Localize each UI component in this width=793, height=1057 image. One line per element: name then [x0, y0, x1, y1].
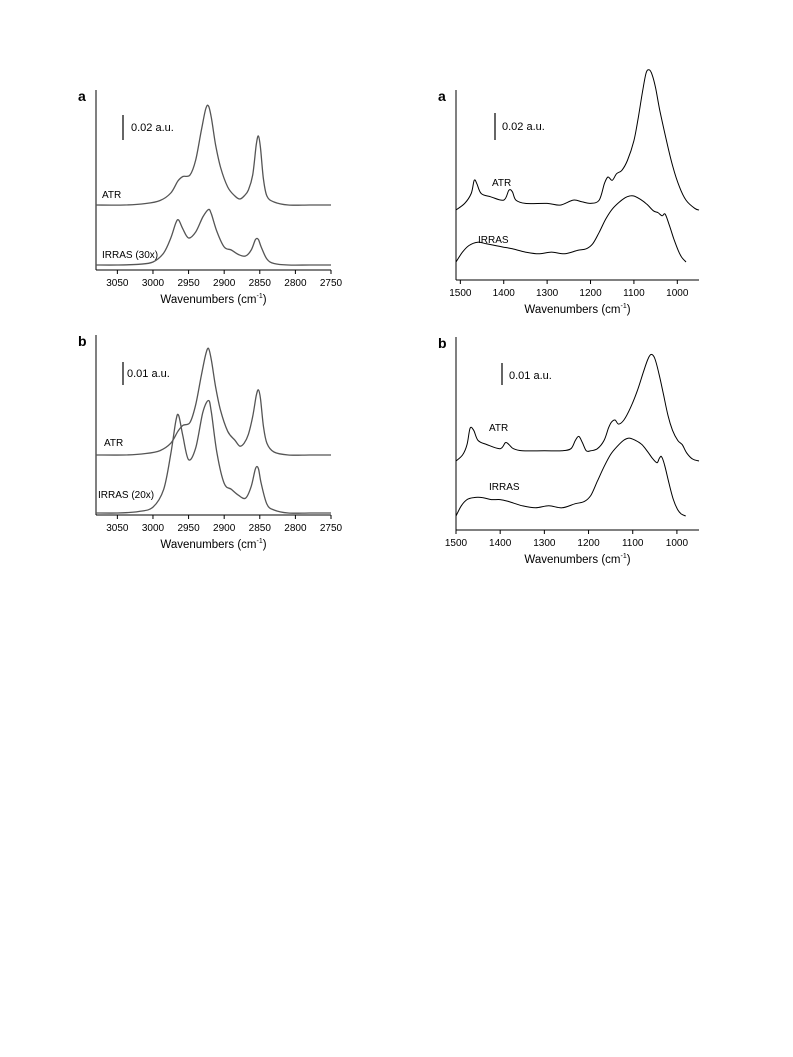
chart-panel-1: a 3050 3000 2950 2900 2850 2800 2750 Wavenumbers…: [78, 88, 343, 306]
x-tick-label: 1000: [666, 288, 689, 299]
series-line-irras-20x: [95, 399, 331, 514]
x-tick-label: 2850: [249, 523, 272, 534]
panel-letter: a: [78, 88, 86, 104]
x-tick-label: 2750: [320, 278, 343, 289]
scale-bar-label: 0.02 a.u.: [502, 121, 545, 133]
chart-panel-4: b 1500 1400 1300 1200 1100 1000 Wavenumbers (cm…: [438, 335, 700, 566]
scale-bar-label: 0.01 a.u.: [509, 370, 552, 382]
scale-bar-label: 0.02 a.u.: [131, 122, 174, 134]
x-axis-title: Wavenumbers (cm-1): [524, 303, 630, 316]
x-tick-label: 3000: [142, 278, 165, 289]
x-tick-label: 2950: [177, 523, 200, 534]
series-label: IRRAS (30x): [102, 250, 158, 261]
series-label: IRRAS (20x): [98, 490, 154, 501]
x-tick-label: 3000: [142, 523, 165, 534]
series-label: ATR: [492, 178, 511, 189]
series-line-atr: [455, 353, 700, 462]
x-tick-label: 2750: [320, 523, 343, 534]
x-tick-label: 1400: [493, 288, 516, 299]
x-tick-label: 1100: [623, 288, 645, 299]
series-line-irras: [455, 195, 687, 263]
series-label: ATR: [104, 438, 123, 449]
x-tick-label: 1100: [622, 538, 644, 549]
series-label: ATR: [489, 423, 508, 434]
x-tick-label: 1200: [577, 538, 600, 549]
x-tick-label: 2900: [213, 278, 236, 289]
x-tick-label: 1000: [666, 538, 689, 549]
series-label: ATR: [102, 190, 121, 201]
series-label: IRRAS: [478, 235, 509, 246]
series-line-irras: [455, 437, 686, 517]
series-label: IRRAS: [489, 482, 520, 493]
x-tick-label: 3050: [106, 523, 129, 534]
series-line-irras-30x: [95, 208, 331, 266]
x-tick-label: 2850: [249, 278, 272, 289]
series-line-atr: [455, 69, 700, 211]
x-tick-label: 1200: [579, 288, 602, 299]
x-tick-label: 2900: [213, 523, 236, 534]
x-tick-label: 2800: [284, 278, 307, 289]
x-tick-label: 1300: [533, 538, 556, 549]
x-tick-label: 1500: [445, 538, 468, 549]
panel-letter: b: [78, 333, 87, 349]
chart-panel-3: b 3050 3000 2950 2900 2850 2800 2750 Wavenumbers…: [78, 333, 343, 551]
x-axis-title: Wavenumbers (cm-1): [524, 553, 630, 566]
panel-letter: a: [438, 88, 446, 104]
panel-letter: b: [438, 335, 447, 351]
scale-bar-label: 0.01 a.u.: [127, 368, 170, 380]
x-axis-title: Wavenumbers (cm-1): [160, 538, 266, 551]
x-tick-label: 1400: [489, 538, 512, 549]
series-line-atr: [95, 104, 331, 206]
x-tick-label: 2950: [177, 278, 200, 289]
x-tick-label: 3050: [106, 278, 129, 289]
x-tick-label: 2800: [284, 523, 307, 534]
chart-panel-2: a 1500 1400 1300 1200 1100 1000 Wavenumbers (cm…: [438, 69, 700, 316]
x-tick-label: 1300: [536, 288, 559, 299]
x-tick-label: 1500: [449, 288, 472, 299]
series-line-atr: [95, 347, 331, 456]
x-axis-title: Wavenumbers (cm-1): [160, 293, 266, 306]
